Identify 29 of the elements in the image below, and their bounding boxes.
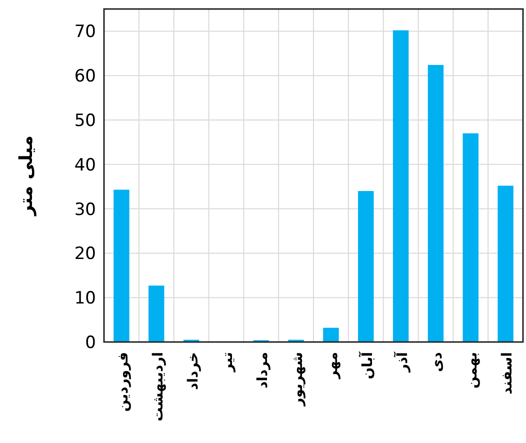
x-tick-label: شهریور xyxy=(290,352,306,407)
y-tick-label: 60 xyxy=(74,66,96,87)
bar xyxy=(148,286,164,342)
y-tick-label: 40 xyxy=(74,155,96,176)
x-tick-label: فروردین xyxy=(115,352,132,412)
x-tick-label: بهمن xyxy=(464,352,481,388)
y-tick-label: 20 xyxy=(74,244,96,264)
y-axis-title: میلی متر xyxy=(16,135,37,217)
y-tick-label: 0 xyxy=(85,333,96,353)
x-tick-label: دی xyxy=(430,352,446,372)
bar xyxy=(323,328,339,342)
bar xyxy=(358,191,374,342)
x-tick-label: آبان xyxy=(358,350,376,380)
x-tick-label: مهر xyxy=(324,352,341,380)
x-tick-label: مرداد xyxy=(255,352,272,389)
x-tick-label: تیر xyxy=(220,352,236,373)
x-tick-label: اردیبهشت xyxy=(150,352,166,422)
bar xyxy=(498,186,514,342)
x-tick-label: اسفند xyxy=(500,352,516,394)
bar xyxy=(428,64,444,342)
y-tick-label: 70 xyxy=(74,22,96,42)
x-tick-label: خرداد xyxy=(185,352,202,390)
bar xyxy=(392,30,409,342)
x-tick-label: آذر xyxy=(392,350,411,374)
bar xyxy=(114,190,130,342)
y-tick-label: 10 xyxy=(74,288,96,309)
bar xyxy=(462,133,478,342)
y-tick-label: 30 xyxy=(74,200,96,220)
y-tick-label: 50 xyxy=(74,111,96,131)
